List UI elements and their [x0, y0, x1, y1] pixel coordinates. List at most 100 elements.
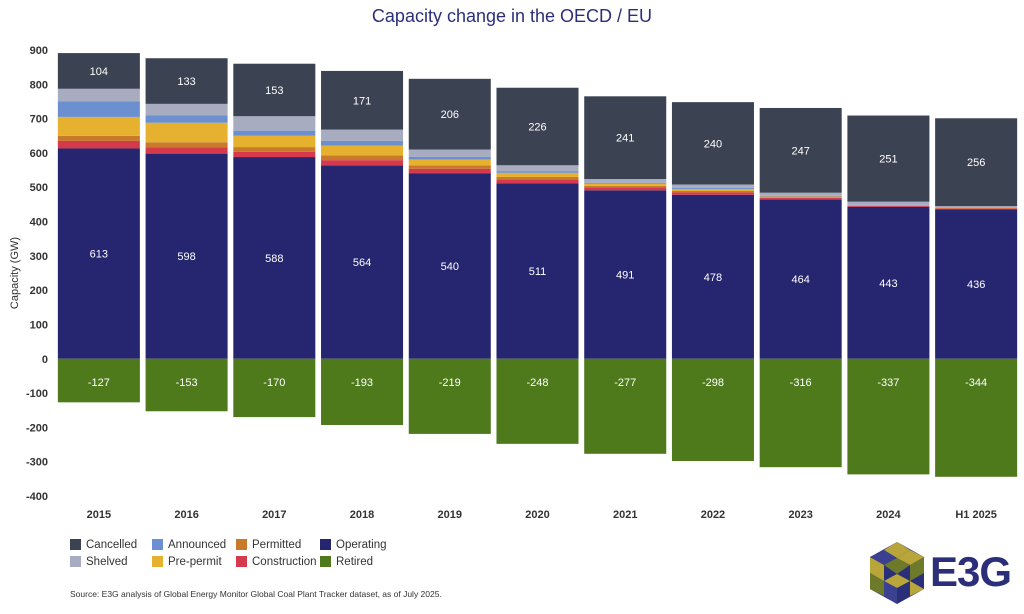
bar-segment-announced: [145, 115, 228, 123]
data-label: 226: [528, 122, 546, 134]
bar-segment-pre-permit: [57, 116, 140, 136]
bar-segment-retired: [233, 358, 316, 418]
bar-segment-announced: [671, 187, 754, 189]
legend: Cancelled Announced Permitted Operating Shel…: [70, 537, 410, 569]
legend-swatch: [320, 539, 331, 550]
data-label: 598: [177, 251, 195, 263]
data-label: -298: [702, 377, 724, 389]
bar-segment-operating: [496, 183, 579, 359]
bar-segment-operating: [847, 206, 930, 359]
y-tick-label: 800: [30, 79, 48, 91]
legend-label: Operating: [336, 538, 387, 551]
bar-segment-permitted: [145, 142, 228, 148]
bar-segment-cancelled: [759, 107, 842, 193]
bar-segment-retired: [321, 358, 404, 425]
bar-segment-cancelled: [584, 96, 667, 179]
y-tick-label: 600: [30, 148, 48, 160]
bar-segment-shelved: [145, 103, 228, 116]
bar-segment-cancelled: [671, 102, 754, 185]
bar-segment-construction: [847, 205, 930, 207]
data-label: -170: [263, 377, 285, 389]
legend-swatch: [70, 556, 81, 567]
data-label: 540: [441, 261, 459, 273]
y-tick-label: 400: [30, 217, 48, 229]
logo-text: E3G: [930, 548, 1012, 595]
e3g-logo-mark-icon: [870, 542, 924, 604]
legend-swatch: [236, 539, 247, 550]
x-tick-label: 2022: [701, 509, 725, 521]
data-label: 564: [353, 257, 371, 269]
data-label: 443: [879, 278, 897, 290]
bar-segment-operating: [671, 194, 754, 359]
bar-segment-announced: [759, 195, 842, 197]
x-tick-label: 2024: [876, 509, 901, 521]
legend-swatch: [152, 556, 163, 567]
bar-segment-construction: [145, 147, 228, 154]
legend-item-retired: Retired: [320, 554, 410, 569]
bar-segment-announced: [57, 101, 140, 117]
legend-item-operating: Operating: [320, 537, 410, 552]
bar-segment-retired: [584, 358, 667, 454]
bar-segment-announced: [321, 140, 404, 146]
bar-segment-operating: [408, 173, 491, 359]
x-tick-label: 2018: [350, 509, 374, 521]
bar-segment-retired: [759, 358, 842, 468]
stacked-bar-chart: Capacity (GW) 900 800 700 600 500 400 300 200 100…: [9, 45, 1018, 521]
bar-segment-permitted: [759, 197, 842, 198]
x-tick-label: 2019: [438, 509, 462, 521]
data-label: 133: [177, 76, 195, 88]
data-label: 588: [265, 253, 283, 265]
bar-segment-construction: [408, 168, 491, 174]
chart-title: Capacity change in the OECD / EU: [371, 6, 653, 26]
bar-segment-pre-permit: [408, 159, 491, 166]
data-label: 241: [616, 133, 634, 145]
x-tick-label: 2017: [262, 509, 286, 521]
bar-segment-retired: [145, 358, 228, 412]
x-tick-label: 2020: [525, 509, 549, 521]
legend-label: Permitted: [252, 538, 302, 551]
bar-segment-pre-permit: [671, 188, 754, 192]
data-label: -316: [790, 377, 812, 389]
source-note: Source: E3G analysis of Global Energy Mo…: [70, 589, 442, 599]
bar-segment-construction: [233, 151, 316, 158]
y-tick-label: 200: [30, 285, 48, 297]
bar-segment-permitted: [233, 147, 316, 152]
data-label: 240: [704, 138, 722, 150]
bar-segment-announced: [408, 156, 491, 160]
data-label: 511: [529, 266, 547, 278]
bar-segment-cancelled: [57, 53, 140, 89]
legend-label: Retired: [336, 555, 374, 568]
data-label: -193: [351, 377, 373, 389]
bar-segment-construction: [671, 192, 754, 195]
bar-segment-pre-permit: [496, 172, 579, 177]
y-axis-label: Capacity (GW): [9, 237, 21, 309]
bar-segment-announced: [584, 182, 667, 184]
legend-label: Shelved: [86, 555, 128, 568]
legend-item-permitted: Permitted: [236, 537, 320, 552]
y-tick-label: 0: [42, 354, 48, 366]
y-tick-label: -300: [26, 457, 48, 469]
bar-segment-shelved: [321, 129, 404, 141]
x-tick-label: H1 2025: [955, 509, 997, 521]
bar-segment-cancelled: [847, 115, 930, 202]
bar-segment-retired: [847, 358, 930, 475]
bar-segment-retired: [496, 358, 579, 444]
data-label: 478: [704, 272, 722, 284]
y-tick-label: -400: [26, 491, 48, 503]
bar-segment-shelved: [408, 149, 491, 157]
bar-segment-retired: [408, 358, 491, 434]
data-label: -153: [176, 377, 198, 389]
y-tick-label: -100: [26, 388, 48, 400]
bar-segment-construction: [759, 197, 842, 200]
data-label: 613: [90, 249, 108, 261]
legend-item-announced: Announced: [152, 537, 236, 552]
y-tick-label: 900: [30, 45, 48, 57]
legend-label: Announced: [168, 538, 227, 551]
bar-segment-operating: [321, 165, 404, 359]
bar-segment-cancelled: [233, 63, 316, 117]
bar-segment-pre-permit: [145, 122, 228, 143]
bar-segment-announced: [496, 171, 579, 173]
bar-segment-shelved: [57, 88, 140, 102]
legend-label: Pre-permit: [168, 555, 222, 568]
bar-segment-shelved: [496, 165, 579, 172]
